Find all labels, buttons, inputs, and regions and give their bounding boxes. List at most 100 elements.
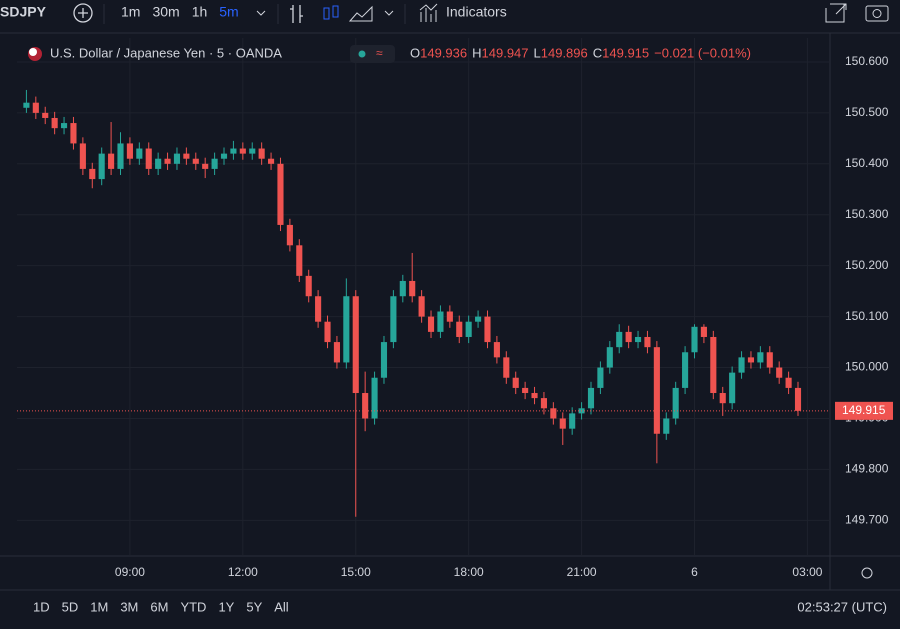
candle-body [625,331,632,343]
candle-body [220,153,228,159]
ohlc-value: 149.915 [602,45,649,60]
range-button[interactable]: 5D [62,599,79,614]
x-tick-label: 03:00 [792,565,822,579]
range-button[interactable]: All [274,599,289,614]
grid [17,38,830,556]
candle-body [23,102,30,108]
candle-body [333,342,340,363]
market-status [358,50,366,58]
candle-body [531,393,538,399]
settings[interactable] [861,567,873,579]
candle-body [108,153,115,169]
range-button[interactable]: 5Y [246,599,262,614]
candle-body [475,316,482,322]
candle-body [776,367,783,378]
candle-body [239,148,246,154]
interval-button[interactable]: 5m [219,4,238,20]
ohlc-value: 149.947 [482,45,529,60]
area-style[interactable] [348,5,373,22]
candle-body [456,321,463,337]
axes: 149.700149.800149.900150.000150.100150.2… [17,54,893,579]
candle-body [268,158,275,164]
candle-body [663,418,670,434]
candle-body [644,336,651,348]
y-tick-label: 149.800 [845,462,889,476]
indicators-button[interactable]: Indicators [446,4,507,20]
symbol[interactable]: SDJPY [0,4,47,20]
candle-body [98,153,105,180]
x-tick-label: 6 [691,565,698,579]
ohlc-label: O [410,45,420,60]
x-tick-label: 15:00 [341,565,371,579]
candle-body [324,321,331,343]
candle-body [682,352,689,388]
range-button[interactable]: 6M [150,599,168,614]
candle-body [785,377,792,388]
candle-body [738,357,745,373]
add-symbol[interactable] [73,3,93,23]
y-tick-label: 150.300 [845,207,889,221]
candle-body [183,153,190,159]
candle-body [230,148,237,154]
candle-body [258,148,265,159]
candle-body [352,296,359,394]
interval-button[interactable]: 1m [121,4,140,20]
interval-button[interactable]: 30m [152,4,179,20]
candle-body [606,347,613,368]
candle-body [70,123,77,144]
candle-body [60,123,68,129]
dropdown[interactable] [256,10,266,16]
candle-body [634,336,642,343]
candle-body [794,387,802,411]
candles [23,89,802,517]
x-tick-label: 21:00 [567,565,597,579]
candle-body [757,352,764,363]
chart-title: U.S. Dollar / Japanese Yen · 5 · OANDA [50,45,282,60]
candle-body [145,148,152,169]
y-tick-label: 150.600 [845,54,889,68]
snapshot-lens [872,9,882,18]
y-tick-label: 150.500 [845,105,889,119]
candle-body [192,158,199,164]
range-button[interactable]: 1Y [218,599,234,614]
range-button[interactable]: 3M [120,599,138,614]
range-button[interactable]: 1M [90,599,108,614]
candle-body [719,393,726,404]
candle-style [332,5,339,18]
ohlc-label: L [534,45,541,60]
candle-body [305,275,312,297]
flag-icon [29,48,37,56]
ohlc-label: H [472,45,481,60]
x-tick-label: 18:00 [454,565,484,579]
last-price-tag [835,401,893,420]
candle-body [437,311,444,332]
interval-button[interactable]: 1h [192,4,208,20]
toolbar [0,0,900,33]
candle-body [89,168,96,180]
candle-body [550,408,557,419]
candle-body [362,393,369,419]
candle-body [512,377,519,388]
candle-body [136,148,143,159]
last-price-label: 149.915 [842,403,886,417]
candle-body [155,158,162,169]
candle-style[interactable] [323,7,330,20]
candle-body [380,342,388,378]
open-new[interactable] [825,3,847,23]
candle-body [672,387,679,419]
candle-body [126,143,133,159]
candle-body [691,326,698,353]
dropdown[interactable] [384,10,394,16]
candle-body [211,158,218,169]
x-tick-label: 12:00 [228,565,258,579]
range-button[interactable]: 1D [33,599,50,614]
candle-body [484,316,491,343]
candle-body [569,413,576,429]
range-button[interactable]: YTD [180,599,206,614]
bar-style[interactable] [290,5,303,23]
candle-body [559,418,566,429]
candle-body [465,321,472,337]
snapshot[interactable] [865,5,889,22]
